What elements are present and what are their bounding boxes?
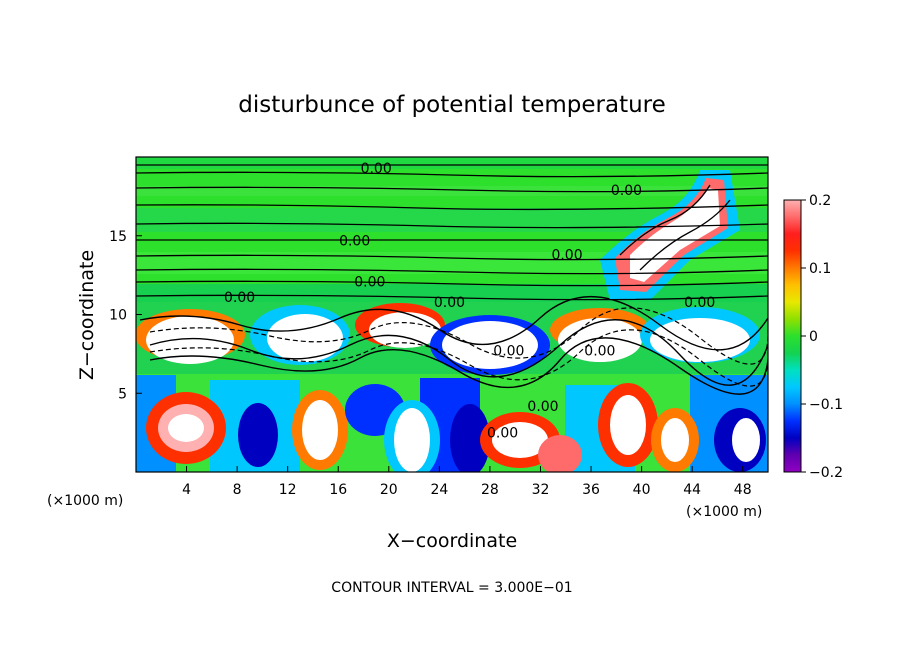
x-tick-label: 4 <box>182 482 191 498</box>
chart-title: disturbunce of potential temperature <box>238 92 666 118</box>
lower-region <box>136 372 768 472</box>
contour-label: 0.00 <box>527 399 558 415</box>
x-unit-left: (×1000 m) <box>47 493 123 509</box>
colorbar-tick-label: −0.1 <box>809 397 843 413</box>
colorbar-tick-label: 0 <box>809 329 818 345</box>
x-axis: 4 8 12 16 20 24 28 32 36 40 44 48 <box>182 466 752 498</box>
colorbar-tick-label: 0.1 <box>809 261 831 277</box>
colorbar-ticks: 0.2 0.1 0 −0.1 −0.2 <box>801 193 843 481</box>
contour-label: 0.00 <box>361 161 392 177</box>
x-unit-right: (×1000 m) <box>686 504 762 520</box>
y-tick-label: 10 <box>109 308 127 324</box>
contour-labels: 0.00 0.00 0.00 0.00 0.00 0.00 0.00 0.00 0.00 0.00… <box>224 161 715 442</box>
contour-label: 0.00 <box>434 295 465 311</box>
contour-label: 0.00 <box>551 248 582 264</box>
contour-interval-footer: CONTOUR INTERVAL = 3.000E−01 <box>331 580 572 596</box>
mixing-band <box>136 296 768 395</box>
colorbar: 0.2 0.1 0 −0.1 −0.2 <box>783 193 843 481</box>
contour-label: 0.00 <box>493 344 524 360</box>
x-tick-label: 40 <box>633 482 651 498</box>
x-tick-label: 12 <box>279 482 297 498</box>
x-tick-label: 20 <box>380 482 398 498</box>
x-tick-label: 16 <box>329 482 347 498</box>
x-tick-label: 48 <box>734 482 752 498</box>
colorbar-tick-label: 0.2 <box>809 193 831 209</box>
contour-label: 0.00 <box>339 233 370 249</box>
contour-lines <box>136 164 768 301</box>
y-axis-label: Z−coordinate <box>76 250 98 380</box>
x-tick-label: 24 <box>430 482 448 498</box>
x-tick-label: 28 <box>481 482 499 498</box>
contour-label: 0.00 <box>354 274 385 290</box>
plot-area: 0.00 0.00 0.00 0.00 0.00 0.00 0.00 0.00 0.00 0.00… <box>136 157 768 472</box>
contour-label: 0.00 <box>584 344 615 360</box>
colorbar-tick-label: −0.2 <box>809 465 843 481</box>
contour-label: 0.00 <box>487 426 518 442</box>
y-tick-label: 15 <box>109 229 127 245</box>
x-tick-label: 8 <box>233 482 242 498</box>
colorbar-gradient <box>784 200 801 472</box>
y-axis: 5 10 15 <box>109 229 142 402</box>
x-tick-label: 44 <box>683 482 701 498</box>
x-tick-label: 32 <box>532 482 550 498</box>
contour-label: 0.00 <box>224 290 255 306</box>
x-axis-label: X−coordinate <box>387 530 517 552</box>
contour-label: 0.00 <box>611 183 642 199</box>
y-tick-label: 5 <box>118 386 127 402</box>
contour-label: 0.00 <box>684 295 715 311</box>
x-tick-label: 36 <box>582 482 600 498</box>
